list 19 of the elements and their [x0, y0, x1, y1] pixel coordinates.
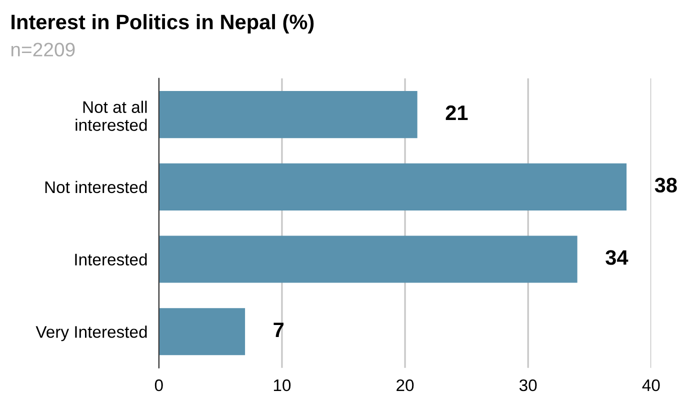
x-tick-label: 40 [642, 379, 660, 392]
data-label: 34 [606, 250, 628, 265]
y-tick-label: Not at all interested [76, 100, 147, 131]
bar [158, 236, 578, 283]
data-label: 7 [274, 322, 284, 338]
chart-title: Interest in Politics in Nepal (%) [12, 14, 314, 34]
data-label: 21 [446, 105, 468, 120]
bar [158, 163, 627, 210]
bar [158, 91, 418, 138]
data-label: 38 [654, 178, 677, 193]
x-tick-label: 20 [396, 379, 414, 392]
bar [158, 308, 246, 356]
y-tick-label: Interested [75, 253, 147, 266]
chart-subtitle: n=2209 [11, 42, 75, 56]
x-tick-label: 30 [519, 379, 537, 392]
y-tick-label: Not interested [45, 180, 147, 194]
x-tick-label: 0 [154, 379, 163, 392]
y-tick-label: Very Interested [36, 326, 147, 342]
x-tick-label: 10 [274, 379, 291, 392]
